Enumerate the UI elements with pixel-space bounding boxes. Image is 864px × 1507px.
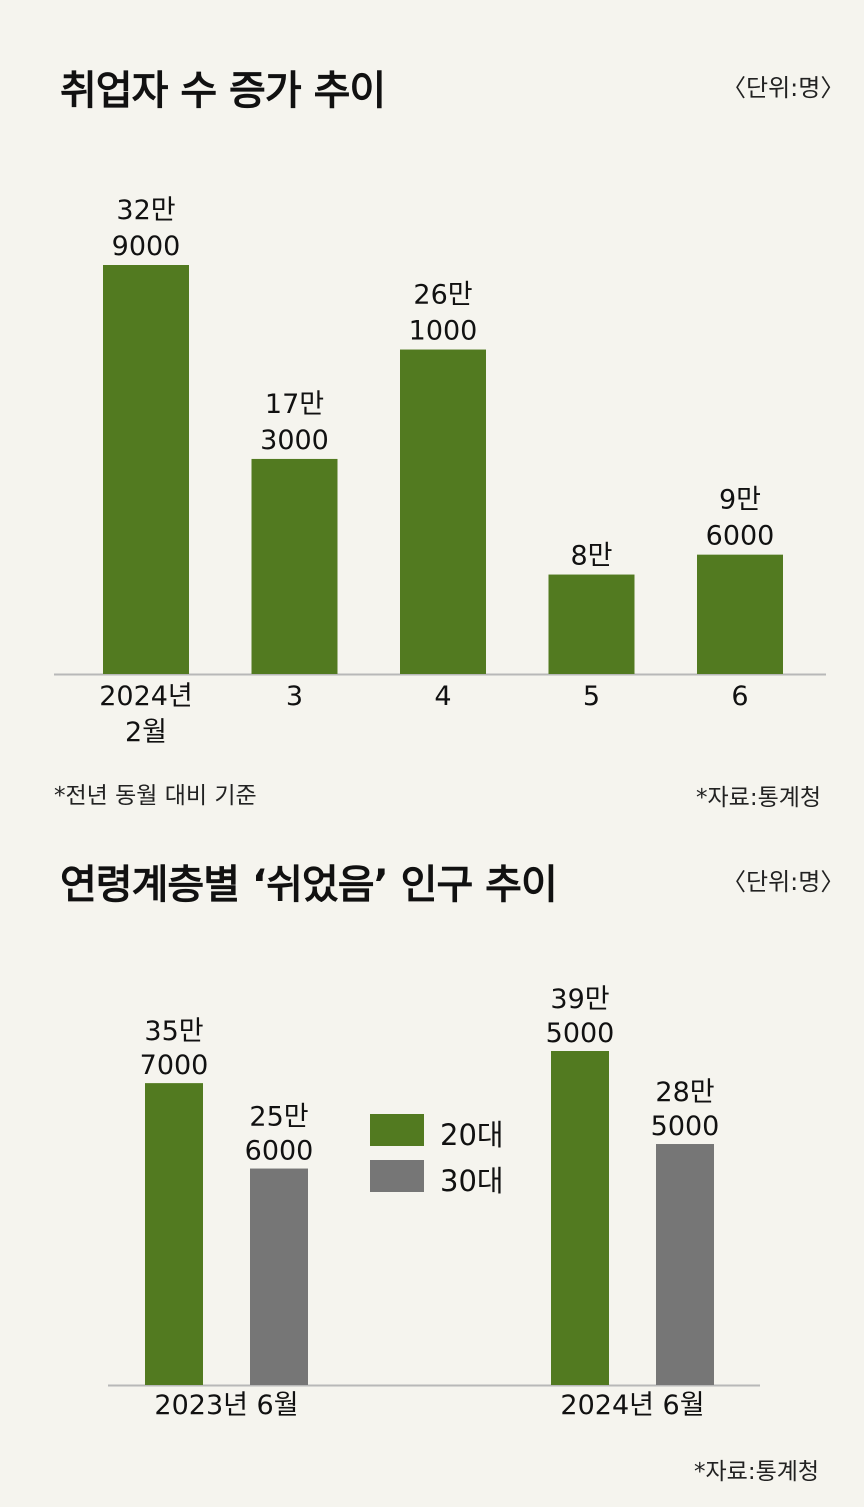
chart2-value-label: 25만 [249,1102,308,1133]
chart1-bar [103,265,189,674]
chart2-value-label: 28만 [655,1077,714,1108]
chart1-bar [251,458,338,674]
chart2-value-label: 39만 [550,984,609,1015]
chart2-value-label: 6000 [245,1136,314,1167]
chart1-value-label: 9만 [719,485,761,516]
chart2-value-label: 35만 [144,1016,203,1047]
chart1-tick-label: 3 [286,681,303,712]
chart1-value-label: 32만 [116,195,175,226]
chart1-plot: 32만 9000 2024년 2월 17만 3000 3 26만 1000 4 8만 5 9만 6000 6 [54,195,826,748]
chart1-value-label: 6000 [706,521,775,552]
chart1-title: 취업자 수 증가 추이 [60,68,386,114]
chart1-value-label: 9000 [112,231,181,262]
chart2-bar [250,1168,308,1385]
chart1-value-label: 17만 [265,389,324,420]
legend-swatch-20s [370,1114,424,1146]
chart1-value-label: 26만 [413,280,472,311]
chart1-tick-label: 4 [434,681,451,712]
chart1-tick-label: 5 [583,681,600,712]
chart1-bar [400,349,486,674]
chart1-value-label: 8만 [570,541,612,572]
chart2-source: *자료:통계청 [694,1459,820,1485]
chart1-bar [697,554,783,674]
chart2-bar [551,1051,609,1385]
chart1-footnote: *전년 동월 대비 기준 [54,783,257,809]
chart1-unit-label: 〈단위:명〉 [722,74,845,102]
chart2-value-label: 5000 [651,1111,720,1142]
chart2-tick-label: 2024년 6월 [560,1390,704,1421]
chart2-tick-label: 2023년 6월 [154,1390,298,1421]
chart1-value-label: 1000 [409,316,478,347]
legend-label-30s: 30대 [440,1164,504,1198]
legend-label-20s: 20대 [440,1118,504,1152]
chart2-unit-label: 〈단위:명〉 [722,868,845,896]
legend-swatch-30s [370,1160,424,1192]
chart2-value-label: 5000 [546,1018,615,1049]
chart1-tick-label: 6 [731,681,748,712]
chart2-value-label: 7000 [140,1050,209,1081]
chart2-bar [145,1083,203,1385]
chart2-title: 연령계층별 ‘쉬었음’ 인구 추이 [60,862,558,908]
chart1-tick-label: 2월 [125,717,167,748]
chart2-bar [656,1144,714,1385]
chart1-source: *자료:통계청 [696,785,822,811]
chart1-tick-label: 2024년 [99,681,193,712]
chart1-value-label: 3000 [260,425,329,456]
chart1-bar [548,574,635,674]
